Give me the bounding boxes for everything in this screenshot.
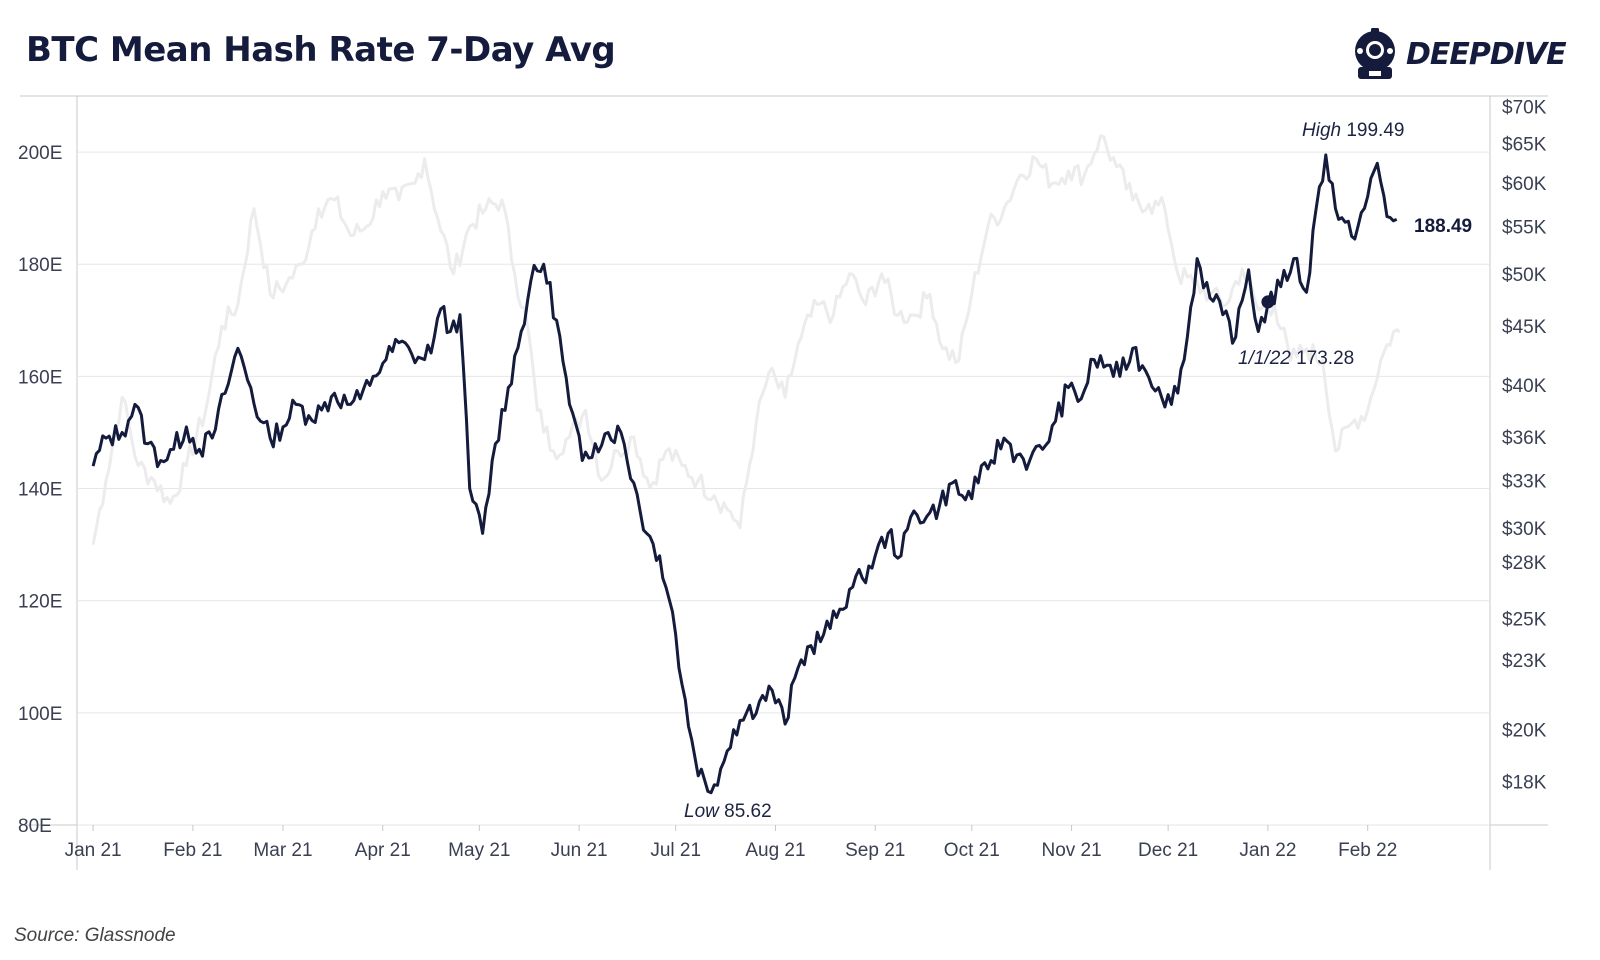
- x-tick-label: Dec 21: [1138, 840, 1198, 861]
- x-tick-label: Jun 21: [551, 840, 608, 861]
- x-tick-label: Jul 21: [650, 840, 701, 861]
- y-right-tick-label: $65K: [1502, 134, 1547, 155]
- y-right-tick-label: $25K: [1502, 609, 1547, 630]
- x-tick-label: Mar 21: [253, 840, 312, 861]
- x-tick-label: Sep 21: [845, 840, 905, 861]
- deepdive-logo: DEEPDIVE: [1352, 24, 1567, 84]
- y-left-tick-label: 200E: [18, 143, 62, 164]
- y-right-tick-label: $18K: [1502, 773, 1547, 794]
- diving-helmet-icon: [1355, 28, 1395, 79]
- hash-rate-chart: 80E 100E 120E 140E 160E 180E 200E $18K $20K $23K $…: [18, 95, 1548, 870]
- y-right-tick-label: $60K: [1502, 174, 1547, 195]
- y-right-tick-label: $23K: [1502, 651, 1547, 672]
- x-tick-label: Apr 21: [355, 840, 411, 861]
- y-right-tick-label: $45K: [1502, 317, 1547, 338]
- source-note: Source: Glassnode: [14, 925, 176, 946]
- x-tick-label: Jan 21: [65, 840, 122, 861]
- chart-title: BTC Mean Hash Rate 7-Day Avg: [26, 30, 616, 70]
- hash-rate-line: [91, 153, 1398, 795]
- high-annotation: High 199.49: [1302, 120, 1404, 141]
- y-left-tick-label: 100E: [18, 704, 62, 725]
- jan-1-marker: [1261, 295, 1275, 309]
- x-tick-label: Feb 22: [1338, 840, 1397, 861]
- jan-1-annotation: 1/1/22 173.28: [1238, 348, 1354, 369]
- y-right-tick-label: $30K: [1502, 519, 1547, 540]
- x-tick-label: Aug 21: [745, 840, 805, 861]
- y-right-tick-label: $36K: [1502, 428, 1547, 449]
- y-right-tick-label: $33K: [1502, 471, 1547, 492]
- y-left-tick-label: 160E: [18, 367, 62, 388]
- y-left-tick-label: 120E: [18, 592, 62, 613]
- logo-text: DEEPDIVE: [1406, 36, 1567, 72]
- low-annotation: Low 85.62: [684, 801, 772, 822]
- y-left-tick-label: 140E: [18, 480, 62, 501]
- x-tick-label: May 21: [448, 840, 510, 861]
- x-tick-label: Feb 21: [163, 840, 222, 861]
- y-right-tick-label: $55K: [1502, 217, 1547, 238]
- x-tick-label: Oct 21: [944, 840, 1000, 861]
- y-left-tick-label: 80E: [18, 816, 52, 837]
- btc-price-line: [91, 134, 1401, 545]
- y-left-tick-label: 180E: [18, 255, 62, 276]
- y-right-tick-label: $28K: [1502, 553, 1547, 574]
- y-right-tick-label: $20K: [1502, 720, 1547, 741]
- last-value-label: 188.49: [1414, 216, 1472, 237]
- x-tick-label: Jan 22: [1239, 840, 1296, 861]
- y-right-tick-label: $50K: [1502, 265, 1547, 286]
- y-right-tick-label: $40K: [1502, 376, 1547, 397]
- x-tick-label: Nov 21: [1041, 840, 1101, 861]
- y-right-tick-label: $70K: [1502, 98, 1547, 119]
